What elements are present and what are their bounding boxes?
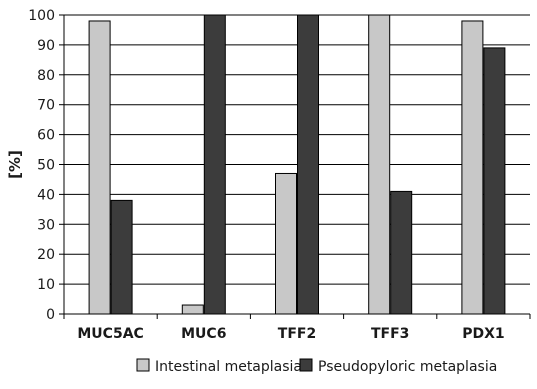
bar-pdx1-series-1: [461, 20, 484, 315]
axes: [59, 14, 531, 319]
y-tick-label: 10: [37, 277, 55, 293]
bar-tff3-series-2: [390, 190, 413, 315]
y-tick-labels: 0 10 20 30 40 50 60 70 80 90 100: [28, 8, 55, 323]
legend-label: Pseudopyloric metaplasia: [318, 359, 497, 375]
y-tick-label: 50: [37, 158, 55, 174]
x-category-label: TFF3: [371, 326, 409, 342]
bar-tff2-series-1: [275, 172, 297, 315]
bar-pdx1-series-2: [483, 47, 506, 315]
x-category-label: MUC5AC: [77, 326, 143, 342]
bars: [88, 14, 506, 315]
y-tick-label: 40: [37, 187, 55, 203]
x-category-label: PDX1: [462, 326, 504, 342]
x-category-labels: MUC5AC MUC6 TFF2 TFF3 PDX1: [77, 326, 504, 342]
legend: Intestinal metaplasia Pseudopyloric metap…: [136, 358, 497, 375]
y-tick-label: 0: [46, 307, 55, 323]
bar-muc5ac-series-1: [88, 20, 111, 315]
bar-muc6-series-2: [203, 14, 226, 315]
legend-swatch: [136, 358, 150, 372]
bar-muc6-series-1: [181, 304, 204, 315]
bar-tff3-series-1: [368, 14, 391, 315]
y-tick-label: 20: [37, 247, 55, 263]
bar-tff2-series-2: [297, 14, 319, 315]
y-tick-label: 90: [37, 38, 55, 54]
bar-muc5ac-series-2: [110, 199, 133, 315]
legend-label: Intestinal metaplasia: [155, 359, 302, 375]
legend-swatch: [299, 358, 313, 372]
y-axis-label: [%]: [6, 150, 24, 179]
y-tick-label: 80: [37, 68, 55, 84]
y-tick-label: 60: [37, 128, 55, 144]
y-tick-label: 100: [28, 8, 55, 24]
x-category-label: TFF2: [278, 326, 316, 342]
x-category-label: MUC6: [181, 326, 226, 342]
y-tick-label: 70: [37, 98, 55, 114]
y-tick-label: 30: [37, 217, 55, 233]
